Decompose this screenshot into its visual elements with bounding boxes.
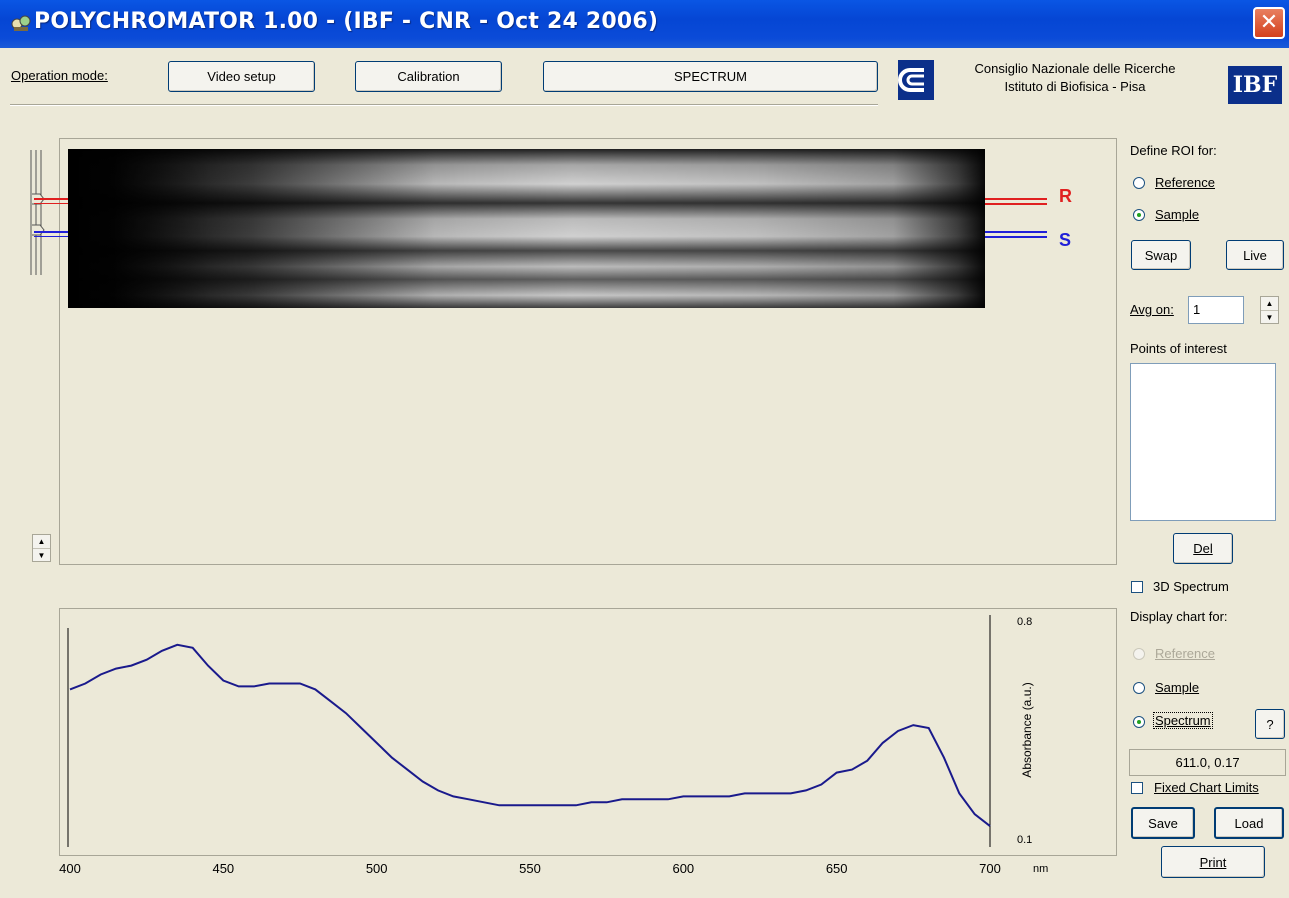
window-title: POLYCHROMATOR 1.00 - (IBF - CNR - Oct 24… [34, 9, 659, 34]
save-button[interactable]: Save [1131, 807, 1195, 839]
del-button[interactable]: Del [1173, 533, 1233, 564]
display-sample-label[interactable]: Sample [1155, 680, 1200, 695]
points-of-interest-label: Points of interest [1130, 341, 1227, 356]
display-spectrum-radio[interactable] [1133, 716, 1145, 728]
toolbar-divider [10, 104, 878, 106]
roi-reference-radio-label[interactable]: Reference [1155, 175, 1215, 190]
display-reference-label[interactable]: Reference [1155, 646, 1215, 661]
chart-x-tick-label: 650 [826, 861, 848, 876]
swap-button[interactable]: Swap [1131, 240, 1191, 270]
live-button[interactable]: Live [1226, 240, 1284, 270]
image-zoom-spinner[interactable]: ▲ ▼ [32, 534, 51, 562]
chart-ylabel: Absorbance (a.u.) [1020, 682, 1034, 777]
roi-reference-radio[interactable] [1133, 177, 1145, 189]
video-setup-button[interactable]: Video setup [168, 61, 315, 92]
roi-sample-radio[interactable] [1133, 209, 1145, 221]
print-button[interactable]: Print [1161, 846, 1265, 878]
display-spectrum-label[interactable]: Spectrum [1153, 712, 1213, 729]
roi-sample-line-left [34, 231, 68, 237]
roi-sample-line-right [985, 231, 1047, 238]
institution-line2: Istituto di Biofisica - Pisa [1004, 79, 1146, 94]
avg-on-spinner[interactable]: ▲ ▼ [1260, 296, 1279, 324]
cursor-readout: 611.0, 0.17 [1129, 749, 1286, 776]
app-icon [10, 12, 31, 32]
display-reference-radio[interactable] [1133, 648, 1145, 660]
institution-line1: Consiglio Nazionale delle Ricerche [974, 61, 1176, 76]
chart-x-tick-label: 600 [672, 861, 694, 876]
spectrum-series-line [69, 643, 991, 827]
title-bar: POLYCHROMATOR 1.00 - (IBF - CNR - Oct 24… [0, 0, 1289, 48]
spin-down-icon[interactable]: ▼ [1265, 313, 1274, 322]
spectral-image[interactable] [68, 149, 985, 308]
operation-mode-label: Operation mode: [11, 68, 108, 83]
chart-x-tick-label: 700 [979, 861, 1001, 876]
fixed-chart-limits-label[interactable]: Fixed Chart Limits [1154, 780, 1259, 795]
avg-on-input[interactable]: 1 [1188, 296, 1244, 324]
mode-display-button[interactable]: SPECTRUM [543, 61, 878, 92]
calibration-button[interactable]: Calibration [355, 61, 502, 92]
roi-sample-label: S [1059, 230, 1072, 250]
define-roi-label: Define ROI for: [1130, 143, 1217, 158]
chart-x-tick-label: 450 [212, 861, 234, 876]
close-icon: ✕ [1259, 10, 1279, 35]
3d-spectrum-checkbox[interactable] [1131, 581, 1143, 593]
spin-up-icon[interactable]: ▲ [1261, 297, 1278, 311]
chart-y-tick-label: 0.8 [1017, 616, 1032, 628]
roi-reference-label: R [1059, 186, 1072, 206]
spin-down-icon[interactable]: ▼ [37, 551, 46, 560]
chart-x-tick-label: 500 [366, 861, 388, 876]
chart-x-tick-label: 400 [59, 861, 81, 876]
load-button[interactable]: Load [1214, 807, 1284, 839]
cnr-logo-icon [898, 60, 934, 100]
chart-y-tick-label: 0.1 [1017, 834, 1032, 846]
display-chart-label: Display chart for: [1130, 609, 1228, 624]
ibf-logo-icon: IBF [1228, 66, 1282, 104]
points-of-interest-list[interactable] [1130, 363, 1276, 521]
close-button[interactable]: ✕ [1253, 7, 1285, 39]
spin-up-icon[interactable]: ▲ [33, 535, 50, 549]
avg-on-label: Avg on: [1130, 302, 1174, 317]
chart-xlabel: nm [1033, 863, 1048, 875]
help-button[interactable]: ? [1255, 709, 1285, 739]
chart-x-tick-label: 550 [519, 861, 541, 876]
roi-reference-line-right [985, 198, 1047, 205]
roi-sample-radio-label[interactable]: Sample [1155, 207, 1200, 222]
chart-panel [59, 608, 1117, 856]
fixed-chart-limits-checkbox[interactable] [1131, 782, 1143, 794]
display-sample-radio[interactable] [1133, 682, 1145, 694]
3d-spectrum-label[interactable]: 3D Spectrum [1153, 579, 1229, 594]
roi-reference-line-left [34, 198, 68, 204]
institution-text: Consiglio Nazionale delle Ricerche Istit… [945, 60, 1205, 96]
